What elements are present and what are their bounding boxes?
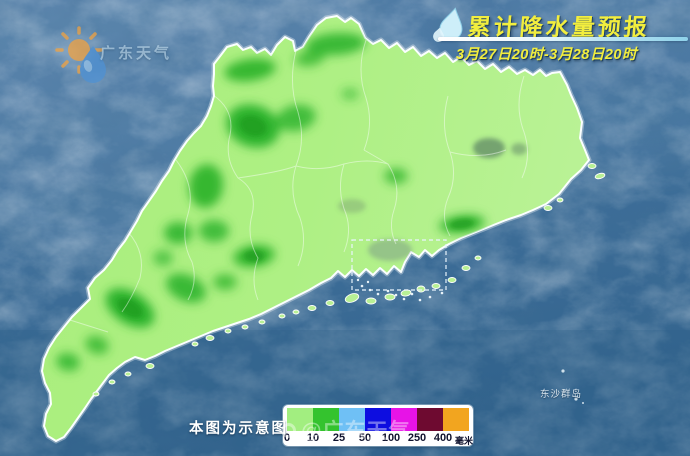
legend-swatch-100-250 xyxy=(391,408,417,431)
legend-swatch-10-25 xyxy=(313,408,339,431)
legend-tick-25: 25 xyxy=(332,432,346,444)
legend-swatch-50-100 xyxy=(365,408,391,431)
logo-block: 广东天气 xyxy=(54,26,234,96)
dongsha-island-dots xyxy=(561,369,584,404)
legend-tick-row: 0 10 25 50 100 250 400 毫米 xyxy=(283,432,473,446)
guangdong-province xyxy=(42,16,606,441)
legend-swatch-400+ xyxy=(443,408,469,431)
pearl-river-delta-dashed-box xyxy=(351,239,447,291)
legend: 0 10 25 50 100 250 400 毫米 xyxy=(283,405,473,446)
rain-core-heavier xyxy=(117,115,474,319)
legend-swatch-25-50 xyxy=(339,408,365,431)
guangdong-weather-logo xyxy=(55,26,106,83)
prefecture-borders xyxy=(69,39,528,333)
shaded-patches xyxy=(338,138,527,261)
title-divider-line xyxy=(438,37,688,41)
forecast-period: 3月27日20时-3月28日20时 xyxy=(456,47,637,63)
legend-unit: 毫米 xyxy=(455,436,474,446)
legend-tick-100: 100 xyxy=(381,432,401,444)
legend-tick-400: 400 xyxy=(433,432,453,444)
logo-text: 广东天气 xyxy=(100,45,173,62)
water-drop-mascot-icon xyxy=(80,46,106,83)
legend-tick-50: 50 xyxy=(358,432,372,444)
legend-tick-10: 10 xyxy=(306,432,320,444)
dongsha-islands-label: 东沙群岛 xyxy=(540,389,583,400)
legend-swatch-250-400 xyxy=(417,408,443,431)
legend-swatch-0-10 xyxy=(287,408,313,431)
legend-tick-0: 0 xyxy=(283,432,291,444)
legend-swatch-row xyxy=(287,408,469,431)
legend-tick-250: 250 xyxy=(407,432,427,444)
legend-note: 本图为示意图 xyxy=(189,421,288,437)
title-block: 累计降水量预报 3月27日20时-3月28日20时 xyxy=(430,0,690,66)
coastal-islands xyxy=(92,163,606,397)
